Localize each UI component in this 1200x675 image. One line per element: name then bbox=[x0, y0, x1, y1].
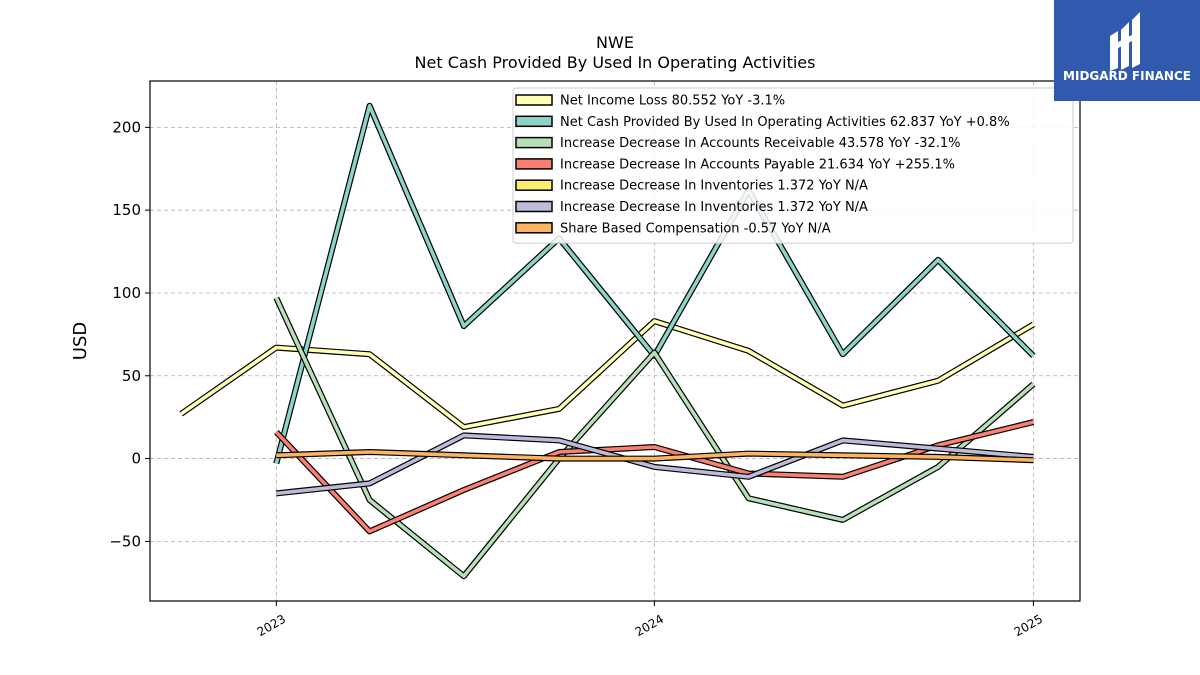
legend-swatch bbox=[515, 200, 553, 213]
y-axis: −50 0 50 100 150 200 bbox=[109, 118, 150, 550]
series-5 bbox=[275, 432, 1034, 497]
y-tick-label: 200 bbox=[112, 118, 141, 136]
legend-swatch bbox=[515, 136, 553, 149]
series-line bbox=[276, 450, 1034, 462]
series-lines bbox=[179, 102, 1036, 580]
legend-entry: Increase Decrease In Accounts Receivable… bbox=[560, 136, 961, 151]
legend-entry: Net Cash Provided By Used In Operating A… bbox=[560, 115, 1010, 130]
logo-text: MIDGARD FINANCE bbox=[1063, 69, 1191, 83]
y-tick-label: −50 bbox=[109, 532, 141, 550]
y-tick-label: 50 bbox=[122, 367, 141, 385]
y-tick-label: 100 bbox=[112, 284, 141, 302]
brand-logo: MIDGARD FINANCE bbox=[1054, 0, 1200, 101]
logo-mark-icon bbox=[1110, 12, 1140, 71]
y-axis-label: USD bbox=[70, 322, 91, 360]
legend-entry: Share Based Compensation -0.57 YoY N/A bbox=[560, 221, 831, 236]
chart-title: NWE bbox=[596, 33, 634, 52]
legend-entry: Increase Decrease In Accounts Payable 21… bbox=[560, 157, 955, 172]
series-line bbox=[180, 319, 1035, 429]
series-line bbox=[274, 297, 1035, 579]
series-6 bbox=[276, 449, 1034, 464]
legend-swatch bbox=[515, 158, 553, 170]
legend-swatch bbox=[515, 94, 553, 106]
legend: Net Income Loss 80.552 YoY -3.1% Net Cash… bbox=[512, 87, 1074, 244]
legend-swatch bbox=[515, 179, 553, 191]
chart-subtitle: Net Cash Provided By Used In Operating A… bbox=[415, 53, 816, 72]
legend-swatch bbox=[515, 115, 553, 128]
legend-swatch bbox=[515, 222, 553, 234]
series-2 bbox=[273, 296, 1036, 580]
legend-frame bbox=[512, 87, 1074, 244]
legend-entry: Net Income Loss 80.552 YoY -3.1% bbox=[560, 94, 785, 109]
legend-entry: Increase Decrease In Inventories 1.372 Y… bbox=[560, 200, 868, 215]
y-tick-label: 150 bbox=[112, 201, 141, 219]
plot-frame bbox=[149, 80, 1081, 602]
y-tick-label: 0 bbox=[131, 450, 141, 468]
series-0 bbox=[179, 318, 1035, 431]
series-line bbox=[276, 433, 1034, 496]
legend-entry: Increase Decrease In Inventories 1.372 Y… bbox=[560, 179, 868, 194]
